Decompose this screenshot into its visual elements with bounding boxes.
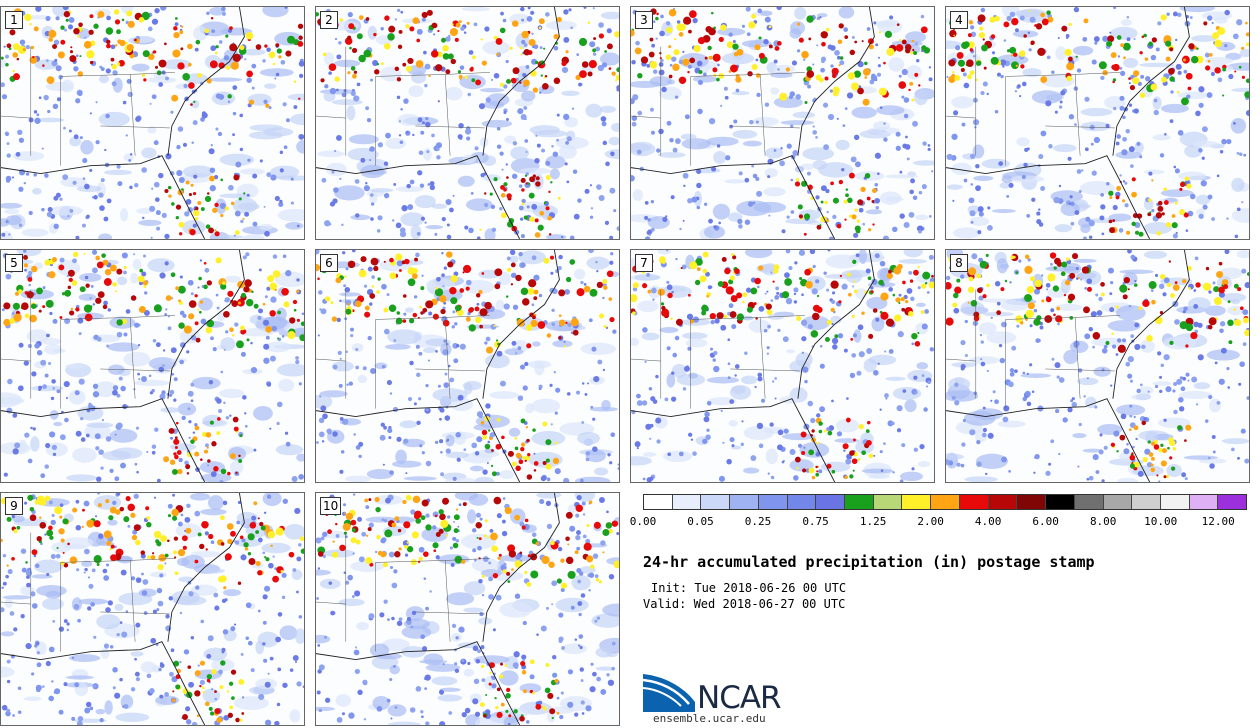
precipitation-map bbox=[1, 250, 304, 482]
colorbar-segment bbox=[845, 495, 874, 509]
colorbar-segment bbox=[787, 495, 817, 509]
precipitation-map bbox=[631, 7, 934, 239]
colorbar-tick-label: 12.00 bbox=[1201, 515, 1235, 528]
valid-time: Valid: Wed 2018-06-27 00 UTC bbox=[643, 597, 846, 611]
colorbar-tick-label: 2.00 bbox=[917, 515, 944, 528]
member-number: 9 bbox=[5, 497, 23, 515]
ensemble-member-map: 2 bbox=[315, 6, 620, 240]
colorbar-segment bbox=[1218, 495, 1247, 509]
colorbar-segment bbox=[1160, 495, 1190, 509]
member-number: 1 bbox=[5, 11, 23, 29]
colorbar-segment bbox=[672, 495, 702, 509]
member-number: 5 bbox=[5, 254, 23, 272]
colorbar-segment bbox=[1017, 495, 1047, 509]
ensemble-member-map: 3 bbox=[630, 6, 935, 240]
member-number: 2 bbox=[320, 11, 338, 29]
ensemble-member-map: 7 bbox=[630, 249, 935, 483]
colorbar-segment bbox=[988, 495, 1018, 509]
colorbar-tick-label: 8.00 bbox=[1089, 515, 1117, 528]
colorbar-segment bbox=[1132, 495, 1161, 509]
colorbar-tick-label: 6.00 bbox=[1032, 515, 1059, 528]
colorbar-segment bbox=[701, 495, 731, 509]
precipitation-map bbox=[1, 493, 304, 725]
colorbar-tick-label: 0.00 bbox=[629, 515, 657, 528]
colorbar-segment bbox=[902, 495, 932, 509]
precipitation-map bbox=[946, 250, 1249, 482]
colorbar-tick-label: 0.75 bbox=[802, 515, 829, 528]
colorbar-segment bbox=[873, 495, 903, 509]
member-number: 8 bbox=[950, 254, 968, 272]
colorbar-tick-label: 0.05 bbox=[687, 515, 714, 528]
ncar-logo-text: NCAR bbox=[697, 680, 782, 716]
ensemble-member-map: 5 bbox=[0, 249, 305, 483]
colorbar-segment bbox=[1103, 495, 1133, 509]
colorbar-segment bbox=[758, 495, 788, 509]
colorbar-tick-label: 1.25 bbox=[859, 515, 887, 528]
colorbar-segment bbox=[644, 495, 673, 509]
colorbar-segment bbox=[1046, 495, 1075, 509]
colorbar-segment bbox=[1189, 495, 1219, 509]
colorbar-tick-label: 4.00 bbox=[974, 515, 1002, 528]
precipitation-map bbox=[316, 250, 619, 482]
ensemble-member-map: 10 bbox=[315, 492, 620, 726]
colorbar-segment bbox=[1074, 495, 1104, 509]
colorbar-tick-label: 10.00 bbox=[1144, 515, 1178, 528]
precipitation-map bbox=[631, 250, 934, 482]
precipitation-map bbox=[946, 7, 1249, 239]
member-number: 3 bbox=[635, 11, 653, 29]
precipitation-map bbox=[1, 7, 304, 239]
ensemble-member-map: 6 bbox=[315, 249, 620, 483]
precipitation-map bbox=[316, 493, 619, 725]
colorbar-segment bbox=[959, 495, 989, 509]
colorbar-segment bbox=[816, 495, 846, 509]
colorbar-tick-label: 0.25 bbox=[744, 515, 772, 528]
ncar-logo-icon bbox=[643, 674, 695, 712]
site-url: ensemble.ucar.edu bbox=[653, 712, 766, 725]
colorbar-segment bbox=[730, 495, 759, 509]
member-number: 6 bbox=[320, 254, 338, 272]
chart-title: 24-hr accumulated precipitation (in) pos… bbox=[643, 553, 1095, 571]
precip-colorbar bbox=[643, 494, 1247, 510]
ensemble-member-map: 4 bbox=[945, 6, 1250, 240]
colorbar-segment bbox=[931, 495, 960, 509]
ensemble-member-map: 1 bbox=[0, 6, 305, 240]
member-number: 4 bbox=[950, 11, 968, 29]
member-number: 10 bbox=[320, 497, 342, 515]
precipitation-map bbox=[316, 7, 619, 239]
member-number: 7 bbox=[635, 254, 653, 272]
ensemble-member-map: 8 bbox=[945, 249, 1250, 483]
ensemble-member-map: 9 bbox=[0, 492, 305, 726]
init-time: Init: Tue 2018-06-26 00 UTC bbox=[651, 581, 847, 595]
